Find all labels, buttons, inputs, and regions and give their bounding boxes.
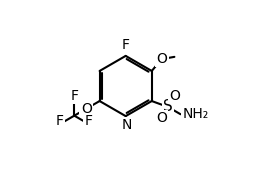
- Text: S: S: [163, 99, 173, 114]
- Text: F: F: [56, 114, 64, 128]
- Text: F: F: [85, 114, 93, 128]
- Text: O: O: [156, 52, 167, 66]
- Text: N: N: [121, 118, 132, 132]
- Text: O: O: [81, 102, 92, 116]
- Text: NH₂: NH₂: [182, 107, 209, 121]
- Text: F: F: [70, 89, 78, 103]
- Text: O: O: [156, 111, 167, 125]
- Text: F: F: [122, 38, 130, 52]
- Text: O: O: [169, 89, 180, 103]
